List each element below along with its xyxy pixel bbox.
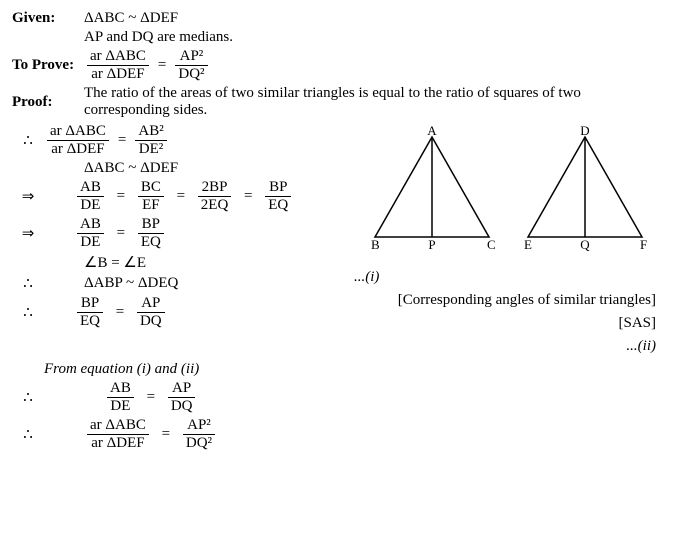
equals: =: [171, 188, 191, 204]
frac: AB²DE²: [135, 123, 166, 158]
step-ratio: ABDE = BPEQ: [44, 216, 167, 251]
equals: =: [111, 188, 131, 204]
implies-symbol: ⇒: [12, 224, 44, 243]
vertex-c: C: [487, 237, 496, 252]
frac-den: DE: [107, 398, 134, 415]
therefore-symbol: ∴: [12, 131, 44, 150]
proof-label: Proof:: [12, 94, 84, 111]
proof-steps: ∴ ar ΔABCar ΔDEF = AB²DE² ΔABC ~ ΔDEF ⇒ …: [12, 121, 354, 332]
frac-den: DE: [77, 197, 104, 214]
frac: ar ΔABCar ΔDEF: [47, 123, 109, 158]
step-similar: ΔABC ~ ΔDEF: [44, 160, 178, 177]
equals: =: [156, 426, 176, 442]
frac-den: 2EQ: [198, 197, 232, 214]
frac-num: AB: [77, 216, 104, 234]
frac-den: EQ: [265, 197, 291, 214]
eq-tag-i: ...(i): [354, 269, 379, 286]
equals: =: [152, 57, 172, 74]
equals: =: [141, 389, 161, 405]
conclusion-step1: ABDE = APDQ: [44, 380, 198, 415]
triangle-abc: A B P C: [365, 125, 500, 255]
equals: =: [110, 304, 130, 320]
frac-num: AB: [77, 179, 104, 197]
conclusion-text: From equation (i) and (ii): [12, 361, 199, 378]
figure-column: A B P C D E Q F ...(i) [Corresponding an…: [354, 121, 664, 355]
frac-num: ar ΔABC: [87, 48, 149, 66]
triangle-def: D E Q F: [518, 125, 653, 255]
conclusion-step2: ar ΔABCar ΔDEF = AP²DQ²: [44, 417, 218, 452]
vertex-a: A: [427, 125, 437, 138]
step-similar2: ΔABP ~ ΔDEQ: [44, 275, 178, 292]
vertex-p: P: [428, 237, 435, 252]
vertex-f: F: [640, 237, 647, 252]
frac-den: EF: [138, 197, 164, 214]
frac-den: ar ΔDEF: [47, 141, 109, 158]
step-angle: ∠B = ∠E: [44, 253, 146, 272]
frac-den: EQ: [138, 234, 164, 251]
note-sas: [SAS]: [354, 315, 664, 332]
frac-num: ar ΔABC: [87, 417, 149, 435]
step-ratio-chain: ABDE = BCEF = 2BP2EQ = BPEQ: [44, 179, 294, 214]
frac-num: AP: [168, 380, 196, 398]
step-ratio2: BPEQ = APDQ: [44, 295, 168, 330]
frac-den: DQ²: [183, 435, 215, 452]
equals: =: [112, 132, 132, 149]
vertex-b: B: [371, 237, 380, 252]
frac-den: DQ: [137, 313, 165, 330]
frac-num: BC: [138, 179, 164, 197]
frac-num: AP: [137, 295, 165, 313]
given-line2: AP and DQ are medians.: [84, 29, 233, 46]
given-line1: ΔABC ~ ΔDEF: [84, 10, 178, 27]
eq-tag-ii: ...(ii): [354, 338, 664, 355]
frac-num: BP: [265, 179, 291, 197]
given-label: Given:: [12, 10, 84, 27]
frac-num: AP²: [175, 48, 207, 66]
equals: =: [111, 225, 131, 241]
frac-num: ar ΔABC: [47, 123, 109, 141]
frac-den: ar ΔDEF: [87, 435, 149, 452]
frac-num: AB²: [135, 123, 166, 141]
therefore-symbol: ∴: [12, 274, 44, 293]
frac-den: DE²: [135, 141, 166, 158]
frac-den: DE: [77, 234, 104, 251]
frac-num: 2BP: [198, 179, 232, 197]
frac-den: DQ²: [175, 66, 207, 83]
vertex-d: D: [580, 125, 589, 138]
frac-den: EQ: [77, 313, 103, 330]
to-prove-rhs: AP² DQ²: [175, 48, 207, 83]
therefore-symbol: ∴: [12, 388, 44, 407]
to-prove-label: To Prove:: [12, 57, 84, 74]
frac-num: BP: [138, 216, 164, 234]
vertex-q: Q: [580, 237, 590, 252]
frac-num: BP: [77, 295, 103, 313]
implies-symbol: ⇒: [12, 187, 44, 206]
therefore-symbol: ∴: [12, 303, 44, 322]
note-angles: [Corresponding angles of similar triangl…: [354, 292, 664, 309]
frac-num: AP²: [183, 417, 215, 435]
to-prove-lhs: ar ΔABC ar ΔDEF: [87, 48, 149, 83]
frac-num: AB: [107, 380, 134, 398]
vertex-e: E: [524, 237, 532, 252]
therefore-symbol: ∴: [12, 425, 44, 444]
frac-den: ar ΔDEF: [87, 66, 149, 83]
frac-den: DQ: [168, 398, 196, 415]
proof-text: The ratio of the areas of two similar tr…: [84, 85, 664, 119]
equals: =: [238, 188, 258, 204]
